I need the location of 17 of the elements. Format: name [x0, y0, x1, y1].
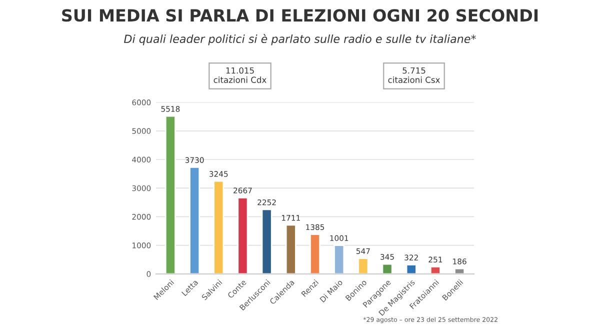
bar	[237, 196, 248, 274]
bar	[454, 268, 466, 274]
bar	[213, 180, 224, 274]
bar	[164, 115, 176, 274]
text: 5.715 citazioni Csx	[388, 67, 440, 83]
bar	[406, 264, 417, 274]
chart-title: SUI MEDIA SI PARLA DI ELEZIONI OGNI 20 SECONDI	[62, 9, 538, 22]
chart-subtitle: Di quali leader politici si è parlato sulle radio e sulle tv italiane*	[124, 34, 476, 46]
text: 11.015 citazioni Cdx	[214, 67, 266, 83]
bar	[309, 234, 321, 274]
bar	[358, 258, 369, 274]
bar	[189, 166, 200, 274]
bar	[261, 208, 272, 274]
bar	[430, 266, 441, 274]
bar	[285, 224, 296, 274]
bar	[334, 244, 345, 274]
bar	[382, 263, 393, 274]
